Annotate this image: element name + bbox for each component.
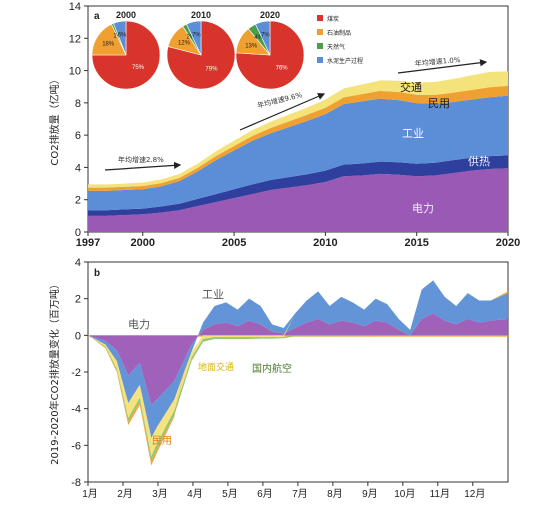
panel-a-y-tick-label: 14 <box>69 1 81 13</box>
panel-a-y-ticks: 0 2 4 6 8 10 12 14 <box>69 1 88 239</box>
pie-slice-label: 75% <box>132 65 145 71</box>
pie-2000: 2000 75% 18% 1%6% <box>91 10 161 90</box>
panel-a-y-tick-label: 12 <box>69 33 81 45</box>
panel-b-area-1 <box>88 280 508 438</box>
panel-b-x-tick-label: 3月 <box>152 488 168 500</box>
panel-a-y-tick-label: 2 <box>75 195 81 207</box>
panel-b-y-tick-label: -8 <box>71 477 81 489</box>
b-label-industry: 工业 <box>202 288 224 301</box>
panel-b-x-ticks: 1月 2月 3月 4月 5月 6月 7月 8月 9月 10月 11月 12月 <box>82 482 485 500</box>
sector-label-transport: 交通 <box>400 80 422 94</box>
b-label-residential: 民用 <box>152 435 172 447</box>
pie-slice-label: 6% <box>118 32 127 38</box>
panel-a-area-4 <box>88 71 508 188</box>
annotation-growth-1-text: 年均增速2.8% <box>118 155 164 164</box>
pie-2020: 2020 76% 13% 4%7% <box>235 10 305 90</box>
b-label-power: 电力 <box>128 318 150 331</box>
panel-a-y-axis-label: CO2排放量（亿吨） <box>48 74 61 165</box>
panel-b-x-tick-label: 9月 <box>362 488 378 500</box>
legend-swatch <box>317 15 323 21</box>
panel-b-y-tick-label: -2 <box>71 367 81 379</box>
annotation-growth-2-text: 年均增速9.6% <box>256 90 303 110</box>
panel-b-y-ticks: -8 -6 -4 -2 0 2 4 <box>71 257 88 489</box>
annotation-growth-3: 年均增速1.0% <box>397 55 488 74</box>
legend-swatch <box>317 29 323 35</box>
pie-slice-label: 18% <box>102 42 115 48</box>
panel-b-x-tick-label: 8月 <box>327 488 343 500</box>
panel-a-letter: a <box>94 11 100 22</box>
pie-slice-label: 7% <box>261 32 270 38</box>
panel-b-x-tick-label: 11月 <box>430 488 450 500</box>
panel-a-x-tick-label: 2000 <box>131 237 155 249</box>
panel-a-y-tick-label: 0 <box>75 227 81 239</box>
sector-label-power: 电力 <box>412 202 434 215</box>
annotation-growth-1: 年均增速2.8% <box>104 155 182 171</box>
panel-a-y-tick-label: 10 <box>69 66 81 78</box>
panel-a-area-3 <box>88 85 508 191</box>
panel-a-x-tick-label: 2015 <box>404 237 428 249</box>
panel-a-y-tick-label: 8 <box>75 98 81 110</box>
panel-a-area-1 <box>88 155 508 216</box>
pie-slice-label: 7% <box>192 32 201 38</box>
sector-label-residential: 民用 <box>428 97 450 110</box>
pie-slice-3 <box>255 20 271 56</box>
panel-a-y-tick-label: 6 <box>75 130 81 142</box>
panel-b-x-tick-label: 10月 <box>394 488 415 500</box>
pie-slice-label: 76% <box>276 65 289 71</box>
legend-label: 水泥生产过程 <box>327 57 363 65</box>
panel-a-area-2 <box>88 95 508 211</box>
panel-b-y-tick-label: -6 <box>71 440 81 452</box>
sector-label-industry: 工业 <box>402 127 424 140</box>
panel-b-x-tick-label: 6月 <box>257 488 273 500</box>
panel-b-letter: b <box>94 268 100 279</box>
panel-a-x-tick-label: 2010 <box>313 237 337 249</box>
panel-b-areas <box>88 280 508 466</box>
panel-a-x-tick-label: 1997 <box>76 237 100 249</box>
panel-b-x-tick-label: 2月 <box>117 488 133 500</box>
legend-swatch <box>317 57 323 63</box>
pie-slice-label: 2% <box>187 35 196 41</box>
pie-2010: 2010 79% 12%2%7% <box>166 10 236 90</box>
panel-a-y-tick-label: 4 <box>75 162 81 174</box>
pie-slice-label: 12% <box>178 41 191 47</box>
panel-b-y-tick-label: 4 <box>75 257 81 269</box>
pie-year-label: 2000 <box>116 10 136 20</box>
pie-year-label: 2010 <box>191 10 211 20</box>
legend-label: 煤炭 <box>327 15 339 23</box>
panel-a-x-tick-label: 2005 <box>222 237 246 249</box>
legend-swatch <box>317 43 323 49</box>
pie-year-label: 2020 <box>260 10 280 20</box>
panel-b-x-tick-label: 1月 <box>82 488 98 500</box>
pie-slice-label: 1% <box>113 34 122 40</box>
panel-a-area-0 <box>88 168 508 232</box>
annotation-growth-3-text: 年均增速1.0% <box>414 55 461 68</box>
panel-b-x-tick-label: 4月 <box>187 488 203 500</box>
pie-slice-label: 13% <box>245 43 258 49</box>
panel-a-areas <box>88 71 508 232</box>
legend-label: 天然气 <box>327 43 345 51</box>
pie-slice-3 <box>113 20 127 56</box>
panel-b-x-tick-label: 12月 <box>464 488 485 500</box>
panel-a: 0 2 4 6 8 10 12 14 1997 2000 2005 2010 2015 2020 a C… <box>48 1 520 249</box>
b-label-ground-transport: 地面交通 <box>198 361 234 373</box>
pie-slice-label: 79% <box>205 66 218 72</box>
panel-b-x-tick-label: 7月 <box>292 488 308 500</box>
pie-charts: 200075%18%1%6%201079%12%2%7%202076%13%4%… <box>91 10 305 90</box>
legend-label: 石油制品 <box>327 29 351 37</box>
panel-a-x-ticks: 1997 2000 2005 2010 2015 2020 <box>76 232 520 249</box>
panel-b-area-0 <box>88 313 508 405</box>
panel-b-x-tick-label: 5月 <box>222 488 238 500</box>
b-label-domestic-aviation: 国内航空 <box>252 362 292 375</box>
pie-slice-label: 4% <box>254 35 263 41</box>
panel-b-y-axis-label: 2019-2020年CO2排放量变化（百万吨） <box>48 279 61 465</box>
panel-a-x-tick-label: 2020 <box>496 237 520 249</box>
sector-label-heating: 供热 <box>468 154 490 168</box>
panel-b-y-tick-label: 0 <box>75 330 81 342</box>
pie-slice-3 <box>186 20 202 56</box>
panel-b-y-tick-label: -4 <box>71 404 81 416</box>
panel-b-y-tick-label: 2 <box>75 294 81 306</box>
